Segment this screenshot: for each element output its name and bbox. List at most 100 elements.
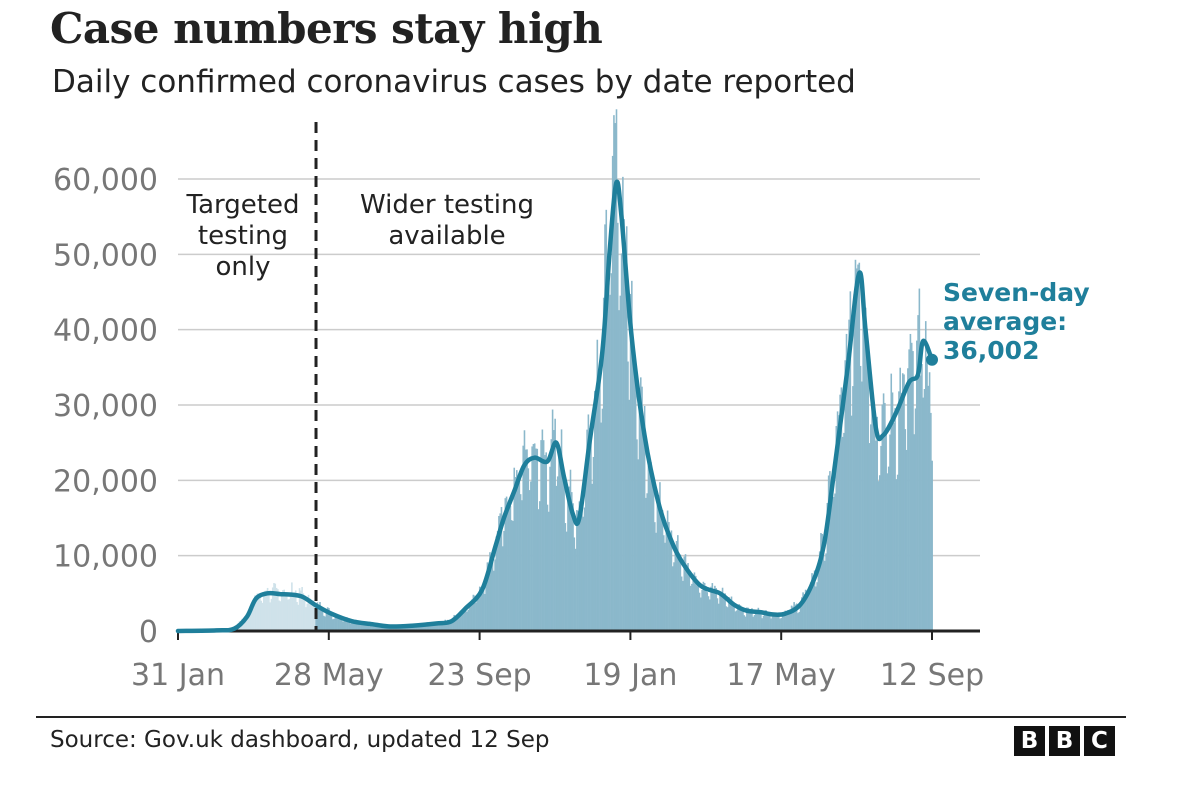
daily-case-bar bbox=[567, 492, 569, 631]
daily-case-bar bbox=[554, 418, 556, 631]
daily-case-bar bbox=[562, 472, 564, 631]
daily-case-bar bbox=[767, 615, 770, 631]
daily-case-bar bbox=[265, 590, 268, 631]
daily-case-bar bbox=[572, 503, 574, 631]
daily-case-bar bbox=[274, 583, 277, 631]
daily-case-bar bbox=[918, 288, 921, 631]
daily-case-bar bbox=[840, 387, 843, 631]
daily-case-bar bbox=[746, 607, 748, 631]
chart-title: Case numbers stay high bbox=[50, 4, 603, 53]
daily-case-bar bbox=[587, 414, 590, 631]
daily-case-bar bbox=[655, 532, 657, 631]
daily-case-bar bbox=[871, 399, 873, 631]
daily-case-bar bbox=[517, 479, 519, 631]
daily-case-bar bbox=[857, 264, 859, 631]
daily-case-bar bbox=[367, 624, 370, 631]
daily-case-bar bbox=[694, 575, 697, 631]
daily-case-bar bbox=[697, 581, 700, 631]
daily-case-bar bbox=[551, 409, 554, 631]
daily-case-bar bbox=[844, 360, 847, 631]
daily-case-bar bbox=[565, 531, 568, 631]
daily-case-bar bbox=[292, 592, 294, 631]
daily-case-bar bbox=[783, 612, 785, 631]
daily-case-bar bbox=[646, 493, 648, 631]
daily-case-bar bbox=[825, 553, 827, 631]
daily-case-bar bbox=[661, 509, 664, 631]
daily-case-bar bbox=[830, 491, 832, 631]
daily-case-bar bbox=[624, 269, 627, 631]
daily-case-bar bbox=[301, 587, 303, 631]
daily-case-bar bbox=[324, 616, 326, 631]
daily-case-bar bbox=[279, 601, 282, 631]
daily-case-bar bbox=[887, 466, 890, 631]
daily-case-bar bbox=[330, 612, 333, 631]
daily-case-bar bbox=[707, 596, 710, 631]
daily-case-bar bbox=[403, 626, 406, 631]
daily-case-bar bbox=[264, 590, 266, 631]
daily-case-bar bbox=[352, 620, 355, 631]
daily-case-bar bbox=[679, 554, 682, 631]
daily-case-bar bbox=[795, 603, 798, 631]
daily-case-bar bbox=[650, 462, 652, 631]
daily-case-bar bbox=[845, 333, 848, 631]
daily-case-bar bbox=[448, 623, 450, 631]
daily-case-bar bbox=[608, 282, 610, 631]
daily-case-bar bbox=[820, 532, 822, 631]
daily-case-bar bbox=[579, 506, 582, 631]
daily-case-bar bbox=[329, 613, 332, 631]
daily-case-bar bbox=[784, 610, 786, 631]
daily-case-bar bbox=[438, 621, 440, 631]
daily-case-bar bbox=[798, 611, 801, 631]
daily-case-bar bbox=[904, 429, 907, 631]
daily-case-bar bbox=[753, 614, 756, 631]
daily-case-bar bbox=[527, 468, 530, 631]
daily-case-bar bbox=[404, 626, 407, 631]
daily-case-bar bbox=[592, 456, 595, 631]
daily-case-bar bbox=[808, 587, 811, 631]
daily-case-bar bbox=[586, 429, 588, 631]
daily-case-bar bbox=[834, 493, 836, 631]
daily-case-bar bbox=[774, 614, 776, 631]
annotation-targeted-testing: Targeted bbox=[186, 190, 300, 220]
daily-case-bar bbox=[647, 465, 650, 631]
daily-case-bar bbox=[512, 521, 514, 631]
daily-case-bar bbox=[748, 609, 751, 631]
daily-case-bar bbox=[490, 558, 493, 631]
daily-case-bar bbox=[890, 373, 893, 631]
daily-case-bar bbox=[553, 430, 555, 631]
daily-case-bar bbox=[475, 602, 477, 631]
daily-case-bar bbox=[528, 490, 531, 631]
bbc-logo: B B C bbox=[1014, 726, 1115, 756]
daily-case-bar bbox=[724, 593, 726, 631]
daily-case-bar bbox=[811, 573, 813, 631]
daily-case-bar bbox=[849, 291, 852, 631]
daily-case-bar bbox=[776, 612, 779, 631]
daily-case-bar bbox=[729, 600, 732, 631]
x-tick-label: 12 Sep bbox=[880, 658, 984, 693]
daily-case-bar bbox=[835, 426, 838, 631]
daily-case-bar bbox=[356, 621, 358, 631]
daily-case-bar bbox=[720, 591, 723, 631]
daily-case-bar bbox=[436, 623, 439, 631]
daily-case-bar bbox=[882, 393, 885, 631]
daily-case-bar bbox=[687, 563, 689, 631]
daily-case-bar bbox=[717, 603, 720, 631]
daily-case-bar bbox=[651, 473, 654, 631]
daily-case-bar bbox=[544, 455, 546, 631]
daily-case-bar bbox=[744, 616, 747, 631]
daily-case-bar bbox=[482, 586, 485, 631]
daily-case-bar bbox=[256, 593, 259, 631]
daily-case-bar bbox=[894, 408, 896, 631]
daily-case-bar bbox=[847, 362, 849, 631]
daily-case-bar bbox=[556, 476, 559, 631]
daily-case-bar bbox=[457, 618, 459, 631]
daily-case-bar bbox=[495, 536, 498, 631]
daily-case-bar bbox=[771, 616, 774, 631]
daily-case-bar bbox=[740, 609, 743, 631]
daily-case-bar bbox=[910, 342, 913, 631]
daily-case-bar bbox=[794, 604, 797, 631]
daily-case-bar bbox=[462, 608, 464, 631]
daily-case-bar bbox=[780, 618, 783, 631]
daily-case-bar bbox=[913, 434, 916, 631]
daily-case-bar bbox=[893, 422, 895, 631]
